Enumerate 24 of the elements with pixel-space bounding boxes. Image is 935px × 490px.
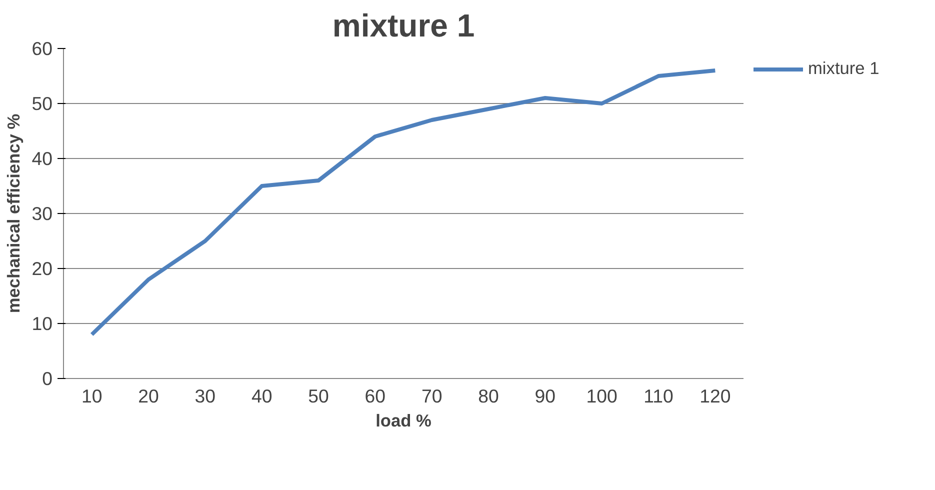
line-series (90, 68, 718, 336)
y-tick-label: 60 (32, 38, 53, 59)
x-tick-label: 120 (700, 386, 731, 406)
y-axis-title: mechanical efficiency % (4, 114, 24, 314)
x-axis-title: load % (376, 410, 432, 430)
chart-title: mixture 1 (332, 8, 475, 44)
x-tick-label: 50 (308, 386, 329, 406)
x-tick-label: 90 (534, 386, 556, 406)
y-tick-label: 0 (42, 368, 53, 389)
x-tick-label: 60 (364, 386, 386, 406)
x-tick-label: 10 (81, 386, 102, 406)
x-tick-label: 30 (194, 386, 216, 406)
y-tick-label: 10 (32, 313, 53, 334)
x-tick-label: 100 (586, 386, 618, 406)
x-tick-label: 80 (478, 386, 499, 406)
x-tick-label: 40 (251, 386, 272, 406)
y-tick-label: 30 (32, 203, 53, 224)
x-tick-label: 20 (138, 386, 159, 406)
y-tick-label: 50 (32, 93, 53, 114)
y-tick-label: 20 (32, 258, 53, 279)
y-tick-label: 40 (32, 148, 53, 169)
x-tick-label: 70 (421, 386, 442, 406)
legend-label: mixture 1 (808, 58, 880, 79)
x-tick-label: 110 (644, 386, 674, 406)
